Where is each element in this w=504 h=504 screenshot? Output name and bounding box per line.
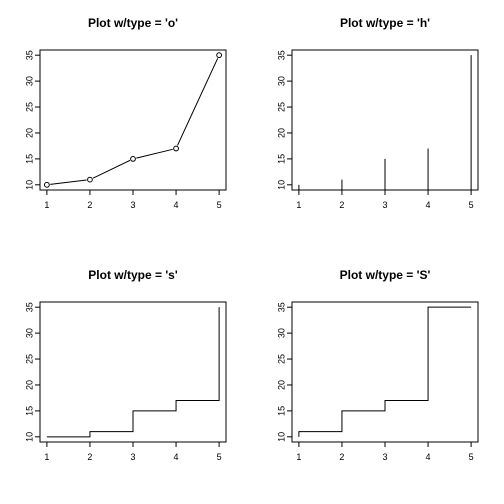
y-tick-label: 35: [276, 302, 286, 312]
y-tick-label: 25: [24, 354, 34, 364]
y-tick-label: 30: [24, 328, 34, 338]
y-tick-label: 10: [24, 432, 34, 442]
x-tick-label: 5: [217, 452, 222, 462]
x-tick-label: 2: [339, 200, 344, 210]
plot-frame: [292, 302, 478, 442]
y-tick-label: 35: [24, 302, 34, 312]
y-tick-label: 30: [276, 328, 286, 338]
series-step-line: [47, 307, 219, 437]
y-tick-label: 10: [276, 432, 286, 442]
y-tick-label: 20: [24, 380, 34, 390]
x-tick-label: 2: [87, 200, 92, 210]
x-tick-label: 5: [469, 452, 474, 462]
x-tick-label: 5: [217, 200, 222, 210]
data-point: [88, 177, 93, 182]
y-tick-label: 15: [24, 154, 34, 164]
x-tick-label: 3: [382, 200, 387, 210]
x-tick-label: 3: [130, 200, 135, 210]
panel-2: Plot w/type = 'h' 1 2 3 4 5 10 15 20 25 30 35: [276, 16, 478, 210]
y-tick-label: 20: [276, 128, 286, 138]
y-tick-label: 10: [24, 180, 34, 190]
plot-frame: [40, 50, 226, 190]
x-tick-label: 3: [130, 452, 135, 462]
panel-title: Plot w/type = 's': [88, 268, 178, 282]
series-segment: [177, 58, 217, 145]
y-tick-label: 10: [276, 180, 286, 190]
x-tick-label: 3: [382, 452, 387, 462]
x-tick-label: 4: [426, 200, 431, 210]
x-tick-label: 4: [426, 452, 431, 462]
y-tick-label: 25: [276, 354, 286, 364]
y-tick-label: 30: [276, 76, 286, 86]
x-tick-label: 1: [44, 200, 49, 210]
series-step-line: [299, 307, 471, 437]
y-tick-label: 15: [276, 406, 286, 416]
panel-1: Plot w/type = 'o' 1 2 3 4 5 10 15 20 25 30 35: [24, 16, 226, 210]
x-tick-label: 1: [296, 200, 301, 210]
y-tick-label: 25: [24, 102, 34, 112]
x-tick-label: 5: [469, 200, 474, 210]
data-point: [44, 182, 49, 187]
panel-title: Plot w/type = 'h': [340, 16, 430, 30]
data-point: [174, 146, 179, 151]
panel-4: Plot w/type = 'S' 1 2 3 4 5 10 15 20 25 30 35: [276, 268, 478, 462]
x-tick-label: 1: [296, 452, 301, 462]
y-tick-label: 15: [24, 406, 34, 416]
x-tick-label: 2: [87, 452, 92, 462]
x-tick-label: 2: [339, 452, 344, 462]
series-segment: [136, 149, 172, 158]
panel-3: Plot w/type = 's' 1 2 3 4 5 10 15 20 25 30 35: [24, 268, 226, 462]
data-point: [131, 156, 136, 161]
y-tick-label: 35: [24, 50, 34, 60]
panel-title: Plot w/type = 'S': [340, 268, 431, 282]
panel-title: Plot w/type = 'o': [88, 16, 178, 30]
y-tick-label: 20: [24, 128, 34, 138]
y-tick-label: 30: [24, 76, 34, 86]
y-tick-label: 20: [276, 380, 286, 390]
x-tick-label: 1: [44, 452, 49, 462]
series-segment: [50, 180, 86, 184]
data-point: [217, 53, 222, 58]
y-tick-label: 15: [276, 154, 286, 164]
y-tick-label: 35: [276, 50, 286, 60]
series-segment: [93, 160, 130, 178]
x-tick-label: 4: [174, 452, 179, 462]
x-tick-label: 4: [174, 200, 179, 210]
y-tick-label: 25: [276, 102, 286, 112]
